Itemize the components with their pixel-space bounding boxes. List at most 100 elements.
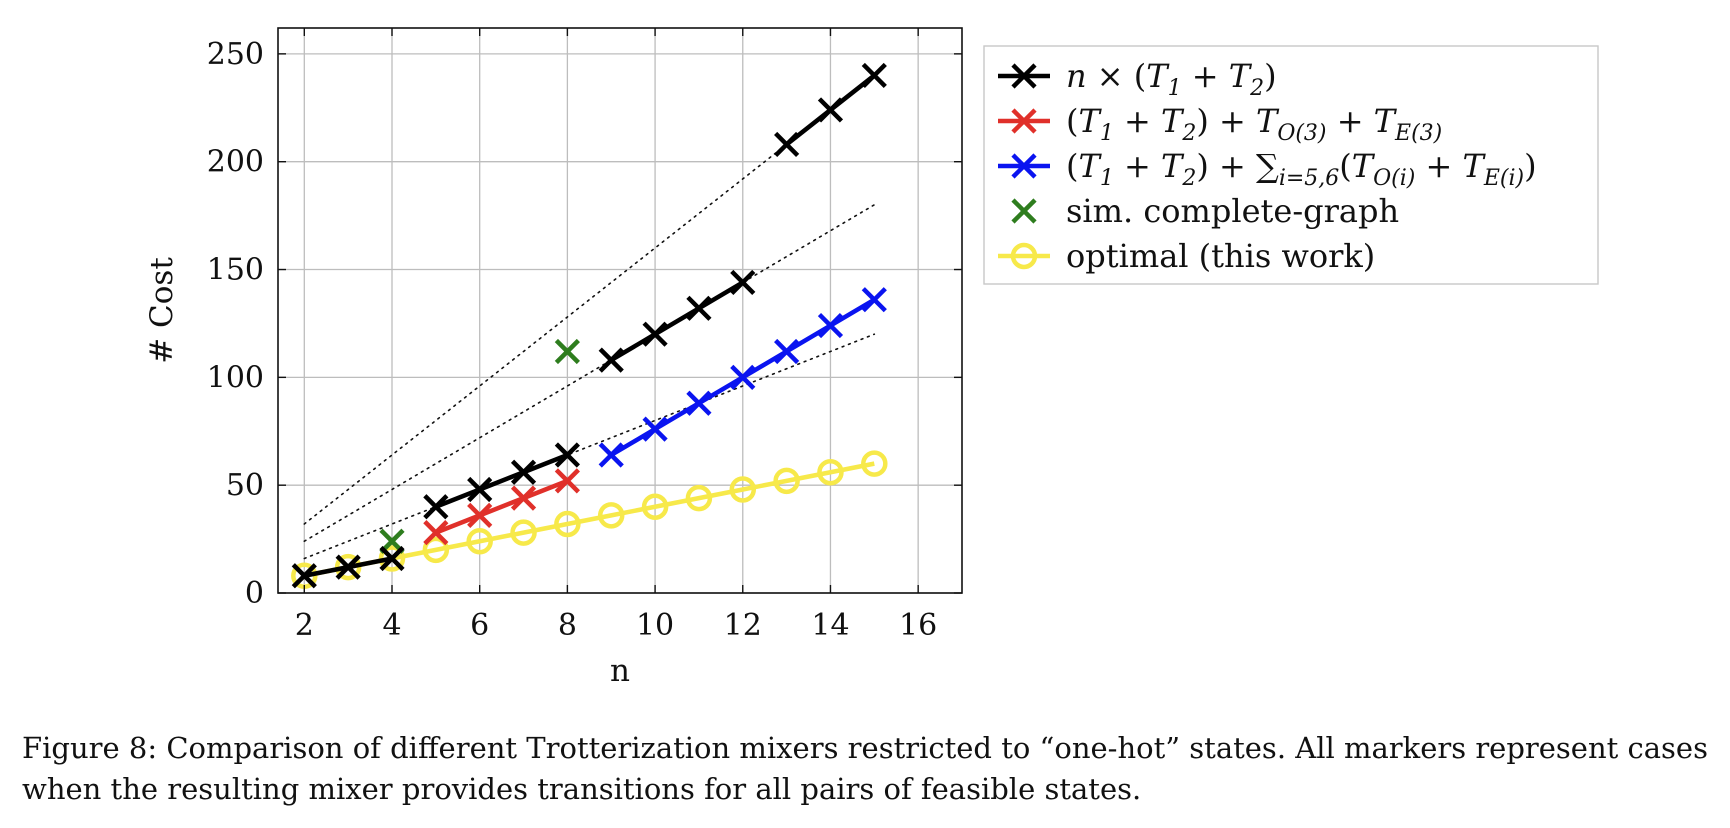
marker-stroke [554, 338, 580, 365]
legend-item-yellow: optimal (this work) [998, 237, 1375, 275]
marker-stroke [423, 520, 449, 546]
data-point-black [379, 545, 405, 572]
data-point-yellow [773, 467, 800, 495]
legend-text-part: ) [1524, 147, 1536, 185]
data-point-yellow [597, 502, 625, 529]
data-point-blue [598, 442, 624, 468]
marker-stroke [817, 313, 844, 339]
marker-stroke [510, 459, 537, 485]
marker-stroke [423, 494, 449, 520]
legend-text-part: T [1161, 102, 1185, 140]
legend-text-part: T [1078, 147, 1102, 185]
marker-stroke [1011, 153, 1037, 179]
y-tick-label: 150 [207, 253, 264, 288]
legend-text-part: ( [1066, 102, 1078, 140]
data-point-green [554, 338, 580, 365]
data-point-yellow [685, 484, 713, 512]
data-point-blue [730, 364, 756, 390]
legend-subscript: 1 [1100, 121, 1114, 146]
data-point-black [467, 476, 493, 503]
legend-subscript: E(i) [1483, 166, 1524, 191]
legend-subscript: i=5,6 [1279, 166, 1339, 191]
legend-marker [1011, 198, 1037, 224]
marker-stroke [554, 468, 580, 494]
data-point-yellow [466, 527, 493, 555]
marker-stroke [730, 269, 756, 296]
legend-text-part: + [1415, 147, 1462, 185]
data-point-yellow [729, 476, 757, 503]
data-point-black [335, 554, 361, 580]
x-tick-label: 10 [636, 608, 674, 643]
marker-stroke [861, 287, 887, 313]
y-axis-label: # Cost [144, 257, 180, 364]
series-line-black [610, 280, 744, 363]
legend-text-part: sim. complete-graph [1066, 192, 1399, 230]
data-point-blue [686, 390, 712, 416]
data-point-yellow [817, 458, 844, 486]
x-tick-label: 14 [811, 608, 849, 643]
x-tick-label: 4 [382, 608, 401, 643]
data-point-black [554, 442, 580, 468]
legend-text-part: T [1161, 147, 1185, 185]
series-layer [291, 62, 888, 589]
series-black [291, 62, 887, 589]
marker-stroke [598, 347, 624, 373]
x-axis-label: n [610, 653, 630, 689]
data-point-black [730, 269, 756, 296]
reference-dotted-line [303, 204, 876, 543]
data-point-black [291, 563, 317, 589]
legend: n × (T1 + T2)(T1 + T2) + TO(3) + TE(3)(T… [983, 45, 1599, 285]
legend-text-part: T [1256, 102, 1280, 140]
plot-frame [277, 27, 963, 594]
marker-stroke [642, 321, 668, 347]
data-point-yellow [554, 510, 581, 538]
series-line-red [435, 478, 569, 535]
data-point-yellow [861, 450, 888, 477]
marker-stroke [598, 442, 624, 468]
y-tick-label: 100 [207, 360, 264, 395]
marker-stroke [817, 97, 844, 123]
legend-item-red: (T1 + T2) + TO(3) + TE(3) [998, 102, 1442, 146]
series-red [423, 468, 580, 546]
data-point-yellow [422, 536, 450, 564]
marker-stroke [335, 554, 361, 580]
legend-subscript: O(i) [1373, 166, 1415, 191]
marker-stroke [1011, 198, 1037, 224]
data-point-black [423, 494, 449, 520]
legend-text-part: + [1327, 102, 1374, 140]
legend-subscript: O(3) [1277, 121, 1326, 146]
figure-caption: Figure 8: Comparison of different Trotte… [22, 731, 1708, 806]
data-point-blue [774, 338, 800, 365]
marker-stroke [379, 545, 405, 572]
series-line-yellow [303, 461, 875, 578]
marker-stroke [510, 485, 537, 511]
legend-text-part: T [1352, 147, 1376, 185]
x-tick-label: 8 [558, 608, 577, 643]
data-point-black [510, 459, 537, 485]
marker-stroke [730, 364, 756, 390]
series-line-black [435, 452, 569, 509]
legend-item-black: n × (T1 + T2) [998, 57, 1277, 101]
legend-text-part: + [1182, 57, 1229, 95]
marker-stroke [1011, 63, 1037, 89]
legend-subscript: 1 [1168, 76, 1182, 101]
x-tick-label: 2 [295, 608, 314, 643]
legend-subscript: 1 [1100, 166, 1114, 191]
figure: 2 4 6 8 10 12 14 16 0 50 100 150 200 250 n # Cost n ×… [22, 27, 1708, 806]
data-point-black [686, 295, 712, 321]
y-tick-label: 250 [207, 37, 264, 72]
data-point-black [642, 321, 668, 347]
legend-label-blue: (T1 + T2) + ∑i=5,6(TO(i) + TE(i)) [1066, 147, 1537, 191]
legend-marker [1011, 63, 1037, 89]
legend-subscript: 2 [1181, 121, 1196, 146]
legend-text-part: ( [1339, 147, 1351, 185]
legend-text-part: T [1463, 147, 1487, 185]
data-point-black [598, 347, 624, 373]
legend-subscript: 2 [1249, 76, 1264, 101]
legend-text-part: T [1229, 57, 1253, 95]
legend-label-yellow: optimal (this work) [1066, 237, 1375, 275]
marker-stroke [774, 131, 800, 158]
marker-stroke [686, 295, 712, 321]
data-point-red [510, 485, 537, 511]
legend-text-part: T [1374, 102, 1398, 140]
